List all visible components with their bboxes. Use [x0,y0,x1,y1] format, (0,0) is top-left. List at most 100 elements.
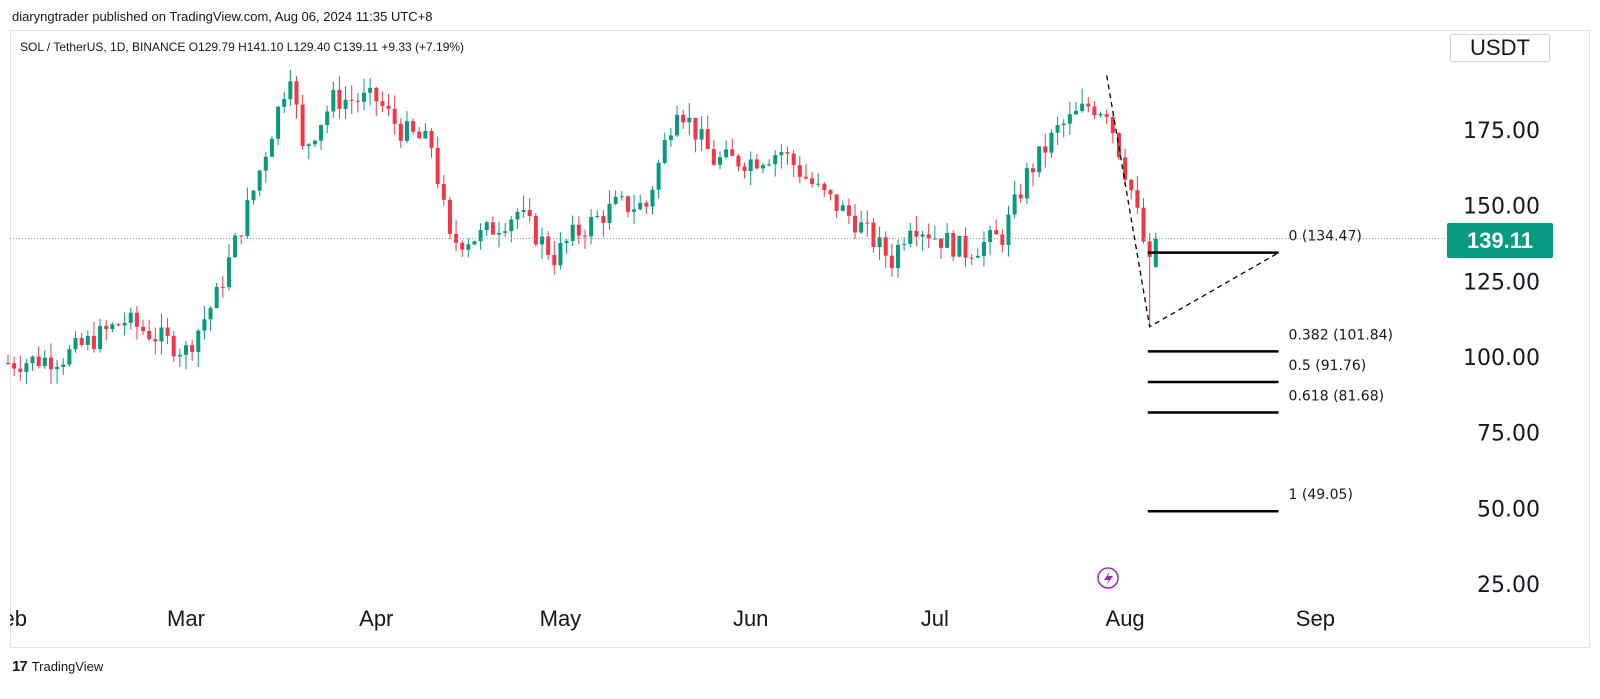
candle [576,216,581,245]
candle [48,343,53,384]
candle [404,111,409,144]
candle [177,348,182,367]
candle-body [134,312,139,327]
candle [546,231,551,260]
candle-body [42,357,47,367]
candle [687,103,692,136]
candle [1116,132,1121,160]
candle [478,223,483,250]
candle-body [791,153,796,166]
candle-body [767,164,772,166]
candle [1135,175,1140,214]
candle [533,212,538,247]
candle-body [503,231,508,233]
candle [527,197,532,223]
lightning-bolt-icon[interactable] [1097,567,1119,589]
candle [423,123,428,139]
candle-body [914,230,919,237]
candle-body [828,190,833,195]
y-tick-label: 50.00 [1477,497,1540,522]
candle [853,203,858,239]
candle [705,115,710,150]
candle [472,240,477,246]
candle [1037,146,1042,178]
candle-body [417,131,422,139]
candle-body [1098,114,1103,116]
candle [36,346,41,369]
candle-body [30,356,35,364]
candle [55,360,60,384]
candle-body [159,327,164,342]
candle-body [853,215,858,233]
y-tick-label: 175.00 [1463,119,1540,144]
candle [6,354,10,366]
candle [128,307,133,330]
candle-body [951,233,956,257]
candle [975,248,980,259]
candle [12,356,17,377]
candle-body [202,319,207,331]
candle [466,238,471,258]
candle [263,152,268,183]
fib-level-label: 0.5 (91.76) [1289,358,1367,374]
candle [656,159,661,199]
candle [116,322,121,327]
candle-body [319,125,324,141]
candle-body [263,156,268,171]
candle-body [632,209,637,212]
x-tick-label: Oct [1482,606,1516,631]
currency-button[interactable]: USDT [1450,34,1550,62]
candle [810,172,815,188]
publisher-header: diaryngtrader published on TradingView.c… [12,9,433,24]
candle-body [865,222,870,224]
candle [619,191,624,201]
candle-body [595,215,600,218]
fib-trend-line [1106,75,1279,328]
candle-body [306,144,311,146]
tradingview-logo-icon: 17 [12,658,28,675]
candle-body [797,165,802,177]
candle [865,210,870,237]
candle-body [1080,103,1085,111]
candle-body [153,339,158,342]
candle-body [36,356,41,367]
candle [945,223,950,248]
candle [644,200,649,214]
candle-body [1018,194,1023,199]
candle [1074,101,1078,115]
chart-pane[interactable] [10,30,1590,648]
candle [460,240,465,257]
candle [202,306,207,340]
candle-body [656,162,661,190]
candle [1024,163,1029,205]
candle-body [822,183,827,191]
candle-body [67,349,72,365]
candle-body [687,117,692,123]
candle [816,173,821,188]
footer-branding[interactable]: 17 TradingView [12,658,103,675]
candle-body [1135,190,1140,208]
candle [632,194,637,225]
candle-body [699,129,704,140]
candle [1000,229,1005,253]
candle [730,138,735,157]
candle-body [662,140,667,163]
candle [380,91,385,112]
candle-body [816,183,821,185]
candle-body [1147,241,1152,257]
candle-body [294,81,299,105]
candle [932,225,937,240]
candle [1123,148,1128,185]
candle [1061,119,1066,138]
candle [1141,198,1146,244]
candle-body [239,235,244,237]
candle [840,200,845,212]
candle-body [576,224,581,236]
candle-body [362,92,366,102]
candle [1012,180,1017,219]
candle-body [184,345,188,355]
candle [312,139,317,148]
candle-body [429,130,434,148]
candle-body [834,194,839,211]
